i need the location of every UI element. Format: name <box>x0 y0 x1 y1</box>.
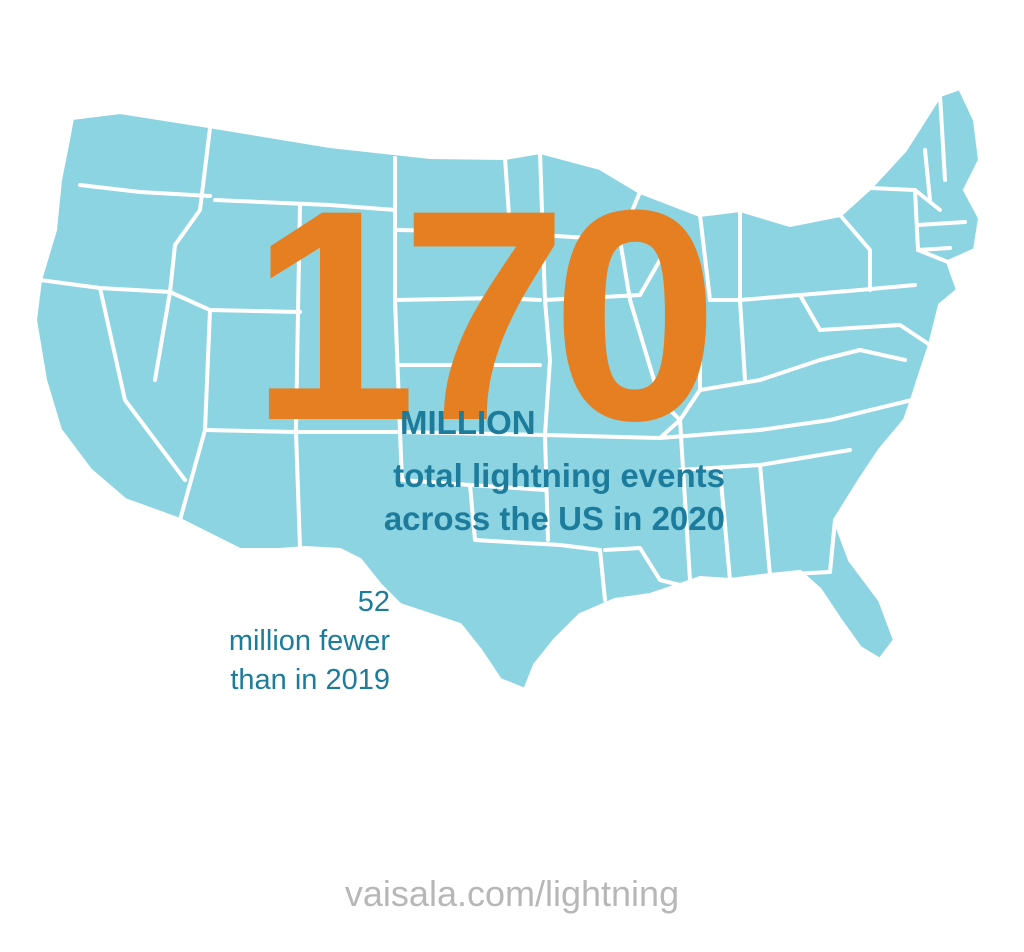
footer-url[interactable]: vaisala.com/lightning <box>344 873 680 914</box>
headline-number: 170 <box>250 147 719 483</box>
headline-description-line2: across the US in 2020 <box>383 499 725 537</box>
comparison-line1: 52 <box>357 586 390 618</box>
headline-description: total lightning events across the US in … <box>255 455 725 541</box>
comparison-line3: than in 2019 <box>230 664 390 697</box>
comparison-line2: million fewer <box>228 625 390 658</box>
state-borders <box>38 93 967 602</box>
headline-unit: MILLION <box>400 404 536 441</box>
comparison-note: 52 million fewer than in 2019 <box>150 583 390 700</box>
headline-description-line1: total lightning events <box>393 457 725 494</box>
